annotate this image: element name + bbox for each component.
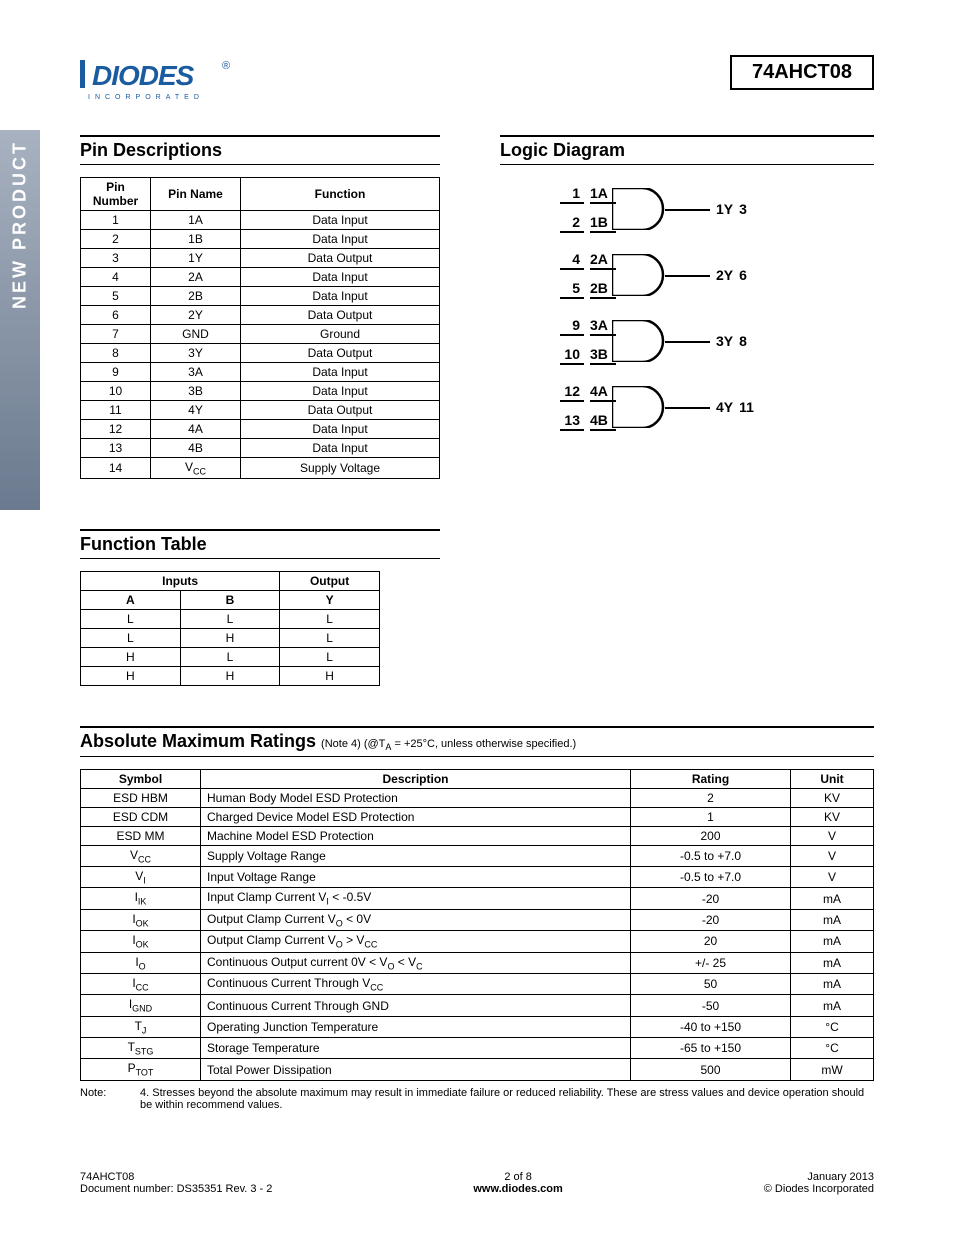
amr-h-rating: Rating [631,769,791,788]
page-footer: 74AHCT08 Document number: DS35351 Rev. 3… [80,1171,874,1195]
table-row: PTOTTotal Power Dissipation500mW [81,1059,874,1080]
diodes-logo: DIODES ® INCORPORATED [80,55,235,105]
and-gate-row: 42A 52B 2Y 6 [560,251,874,299]
amr-note: Note: 4. Stresses beyond the absolute ma… [80,1087,874,1111]
and-gate-row: 93A 103B 3Y 8 [560,317,874,365]
pin-descriptions-table: Pin Number Pin Name Function 11AData Inp… [80,177,440,479]
new-product-sidebar: NEW PRODUCT [0,130,40,510]
table-row: VCCSupply Voltage Range-0.5 to +7.0V [81,845,874,866]
footer-left: 74AHCT08 Document number: DS35351 Rev. 3… [80,1171,272,1195]
footer-right: January 2013 © Diodes Incorporated [764,1171,874,1195]
pin-header-number: Pin Number [81,178,151,211]
and-gate-row: 11A 21B 1Y 3 [560,185,874,233]
page-header: DIODES ® INCORPORATED 74AHCT08 [80,55,874,105]
table-row: 42AData Input [81,268,440,287]
footer-url: www.diodes.com [473,1183,562,1195]
part-number-box: 74AHCT08 [730,55,874,90]
table-row: IOContinuous Output current 0V < VO < VC… [81,952,874,973]
amr-title: Absolute Maximum Ratings (Note 4) (@TA =… [80,726,874,756]
table-row: LLL [81,610,380,629]
table-row: 124AData Input [81,420,440,439]
table-row: 52BData Input [81,287,440,306]
footer-docnum: Document number: DS35351 Rev. 3 - 2 [80,1183,272,1195]
table-row: 83YData Output [81,344,440,363]
table-row: IOKOutput Clamp Current VO > VCC20mA [81,931,874,952]
footer-copyright: © Diodes Incorporated [764,1183,874,1195]
amr-table: Symbol Description Rating Unit ESD HBMHu… [80,769,874,1081]
table-row: ESD CDMCharged Device Model ESD Protecti… [81,807,874,826]
footer-date: January 2013 [764,1171,874,1183]
ft-header-a: A [81,591,181,610]
table-row: LHL [81,629,380,648]
footer-part: 74AHCT08 [80,1171,272,1183]
pin-descriptions-title: Pin Descriptions [80,135,440,165]
svg-text:®: ® [222,60,230,72]
ft-header-output: Output [280,572,380,591]
amr-h-symbol: Symbol [81,769,201,788]
table-row: 103BData Input [81,382,440,401]
amr-note-label: Note: [80,1087,140,1111]
table-row: ESD HBMHuman Body Model ESD Protection2K… [81,788,874,807]
table-row: IIKInput Clamp Current VI < -0.5V-20mA [81,888,874,909]
table-row: 14VCCSupply Voltage [81,458,440,479]
amr-title-text: Absolute Maximum Ratings [80,731,316,751]
table-row: 11AData Input [81,211,440,230]
footer-page: 2 of 8 [473,1171,562,1183]
and-gate-row: 124A 134B 4Y 11 [560,383,874,431]
table-row: IOKOutput Clamp Current VO < 0V-20mA [81,909,874,930]
table-row: ESD MMMachine Model ESD Protection200V [81,826,874,845]
table-row: 7GNDGround [81,325,440,344]
table-row: IGNDContinuous Current Through GND-50mA [81,995,874,1016]
table-row: 21BData Input [81,230,440,249]
table-row: 134BData Input [81,439,440,458]
function-table: Inputs Output A B Y LLLLHLHLLHHH [80,571,380,686]
footer-center: 2 of 8 www.diodes.com [473,1171,562,1195]
table-row: 93AData Input [81,363,440,382]
function-table-title: Function Table [80,529,440,559]
table-row: HHH [81,667,380,686]
ft-header-b: B [180,591,280,610]
table-row: 31YData Output [81,249,440,268]
table-row: VIInput Voltage Range-0.5 to +7.0V [81,866,874,887]
pin-header-name: Pin Name [151,178,241,211]
logo-brand-text: DIODES [92,60,195,91]
table-row: ICCContinuous Current Through VCC50mA [81,973,874,994]
amr-note-text: 4. Stresses beyond the absolute maximum … [140,1087,874,1111]
table-row: 114YData Output [81,401,440,420]
amr-h-unit: Unit [791,769,874,788]
amr-inline-note: (Note 4) (@TA = +25°C, unless otherwise … [321,738,576,750]
logic-diagram: 11A 21B 1Y 3 42A 52B 2Y 6 93A 103B 3Y 8 … [500,185,874,431]
table-row: 62YData Output [81,306,440,325]
ft-header-inputs: Inputs [81,572,280,591]
table-row: TSTGStorage Temperature-65 to +150°C [81,1038,874,1059]
amr-h-desc: Description [201,769,631,788]
logo-tagline-text: INCORPORATED [88,94,204,101]
table-row: HLL [81,648,380,667]
table-row: TJOperating Junction Temperature-40 to +… [81,1016,874,1037]
pin-header-function: Function [241,178,440,211]
ft-header-y: Y [280,591,380,610]
logic-diagram-title: Logic Diagram [500,135,874,165]
